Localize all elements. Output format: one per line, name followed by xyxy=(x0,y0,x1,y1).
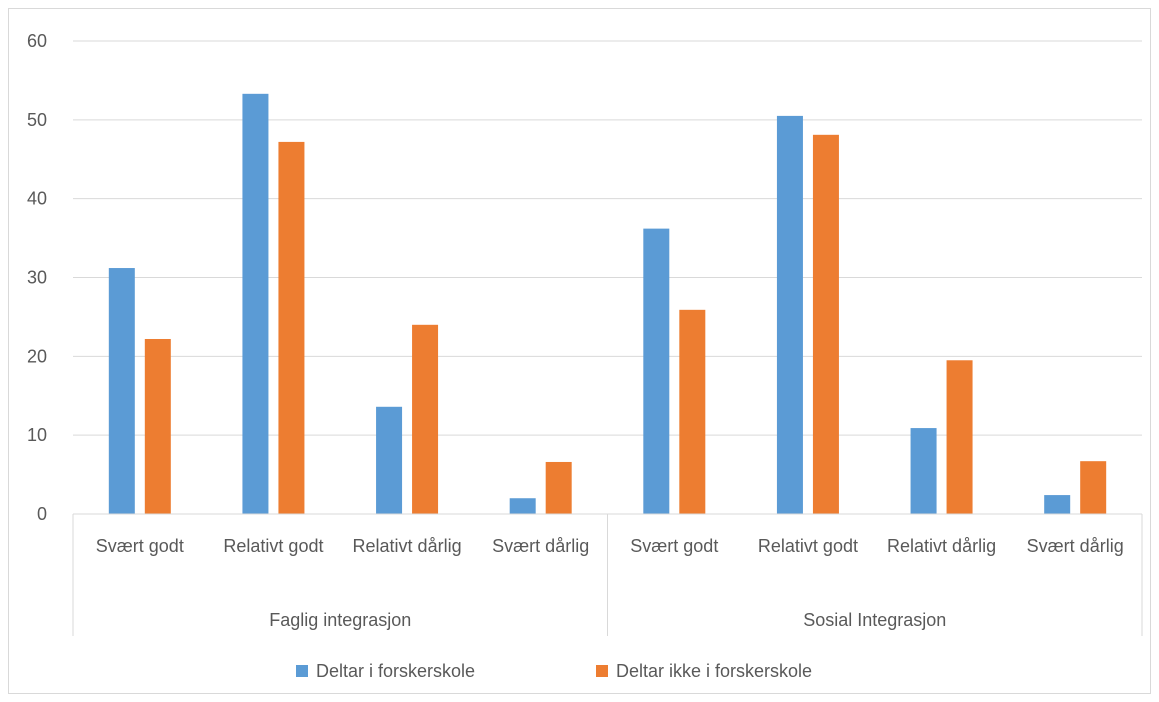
chart-frame xyxy=(8,8,1151,694)
y-tick-label: 60 xyxy=(27,31,47,51)
bar-deltar-ikke xyxy=(412,324,439,514)
bar-deltar xyxy=(509,498,536,514)
bar-deltar xyxy=(1044,495,1071,514)
bar-deltar-ikke xyxy=(278,141,305,514)
y-tick-label: 20 xyxy=(27,346,47,366)
legend: Deltar i forskerskole Deltar ikke i forsk… xyxy=(296,661,812,681)
bar-deltar-ikke xyxy=(1080,461,1107,514)
x-tick-label: Svært dårlig xyxy=(1027,536,1124,556)
y-tick-label: 40 xyxy=(27,189,47,209)
x-tick-label: Svært dårlig xyxy=(492,536,589,556)
y-tick-label: 10 xyxy=(27,425,47,445)
group-label: Sosial Integrasjon xyxy=(803,610,946,630)
bar-deltar xyxy=(108,268,135,514)
x-tick-label: Svært godt xyxy=(630,536,718,556)
bar-deltar xyxy=(376,406,403,514)
bar-deltar xyxy=(776,115,803,515)
category-labels: Svært godt Relativt godt Relativt dårlig Sv… xyxy=(96,536,1124,630)
y-tick-label: 0 xyxy=(37,504,47,524)
x-tick-label: Relativt dårlig xyxy=(353,536,462,556)
bar-deltar xyxy=(643,228,670,514)
bar-deltar-ikke xyxy=(812,134,839,515)
x-tick-label: Relativt godt xyxy=(758,536,858,556)
bar-deltar-ikke xyxy=(144,338,171,514)
x-tick-label: Relativt dårlig xyxy=(887,536,996,556)
x-tick-label: Svært godt xyxy=(96,536,184,556)
x-tick-label: Relativt godt xyxy=(223,536,323,556)
y-tick-label: 30 xyxy=(27,268,47,288)
legend-swatch xyxy=(596,665,608,677)
bar-deltar-ikke xyxy=(679,309,706,514)
axes xyxy=(72,513,1143,636)
legend-label: Deltar i forskerskole xyxy=(316,661,475,681)
legend-label: Deltar ikke i forskerskole xyxy=(616,661,812,681)
bar-deltar xyxy=(242,93,269,515)
bars xyxy=(108,93,1107,515)
y-tick-label: 50 xyxy=(27,110,47,130)
bar-deltar-ikke xyxy=(545,461,572,514)
y-axis-ticks: 0 10 20 30 40 50 60 xyxy=(27,31,47,524)
group-label: Faglig integrasjon xyxy=(269,610,411,630)
bar-deltar-ikke xyxy=(946,360,973,514)
legend-swatch xyxy=(296,665,308,677)
bar-deltar xyxy=(910,428,937,514)
gridlines xyxy=(73,40,1142,436)
